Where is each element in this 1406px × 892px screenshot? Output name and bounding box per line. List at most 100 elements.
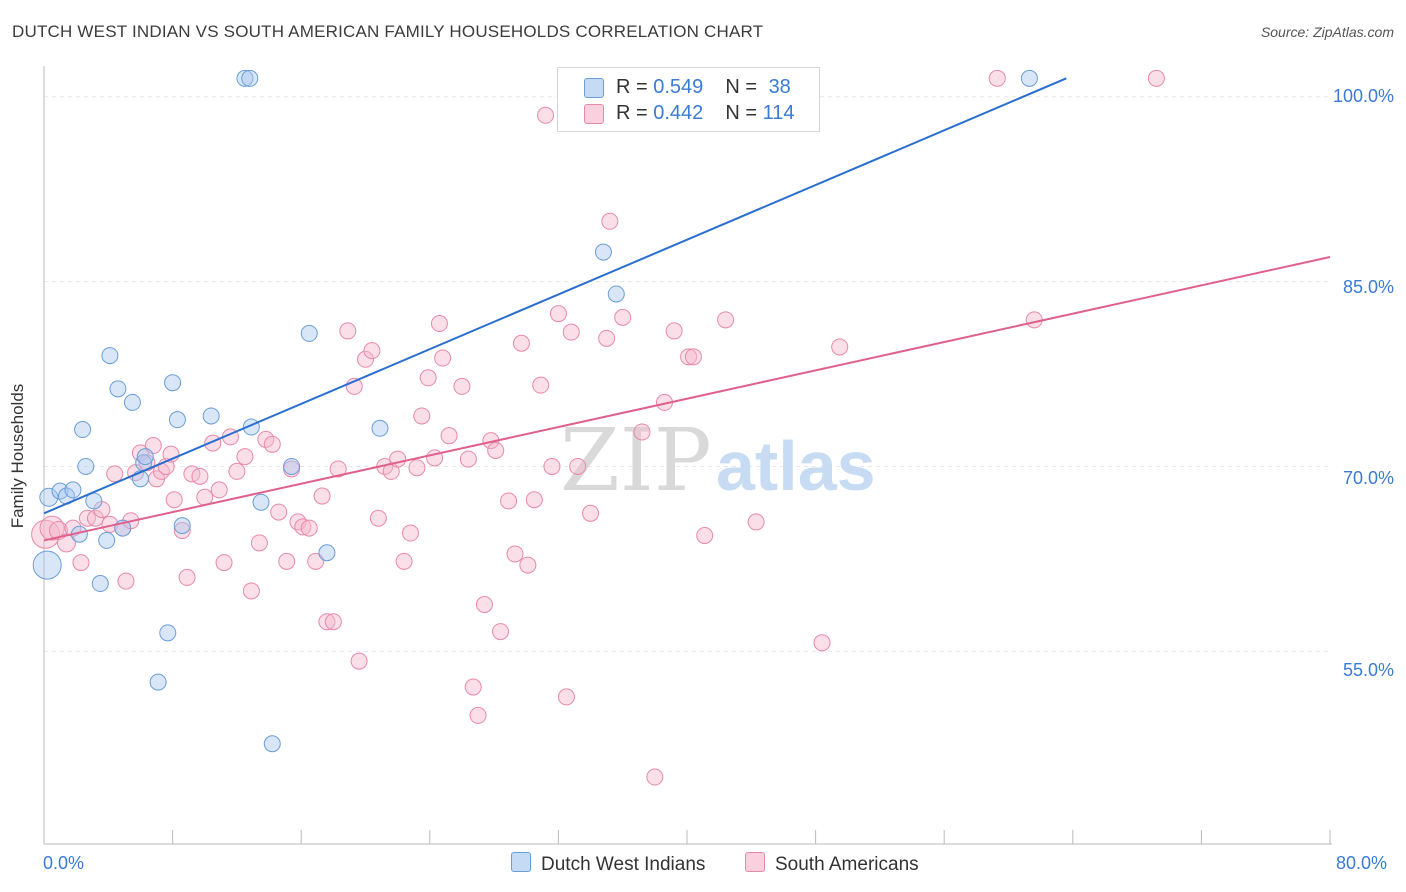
dutch-west-indians-point — [168, 411, 186, 429]
south-americans-point — [329, 460, 347, 478]
south-americans-point — [369, 509, 387, 527]
south-americans-point — [633, 423, 651, 441]
dutch-west-indians-point — [123, 393, 141, 411]
dutch-west-indians-point — [74, 421, 92, 439]
dutch-west-indians-point — [263, 735, 281, 753]
dutch-west-indians-point — [318, 544, 336, 562]
dutch-west-indians-point — [39, 487, 59, 507]
legend-swatch-blue — [584, 78, 604, 98]
dutch-west-indians-point — [32, 550, 62, 580]
south-americans-point — [236, 448, 254, 466]
y-axis-label: Family Households — [8, 383, 27, 529]
south-americans-point — [413, 407, 431, 425]
south-americans-point — [813, 634, 831, 652]
dutch-west-indians-point — [164, 374, 182, 392]
south-americans-point — [549, 305, 567, 323]
south-americans-point — [512, 334, 530, 352]
south-americans-point — [557, 688, 575, 706]
south-americans-trend-line — [43, 256, 1331, 542]
south-americans-point — [469, 706, 487, 724]
legend-item-south-americans: South Americans — [745, 852, 919, 876]
south-americans-point — [402, 524, 420, 542]
south-americans-point — [318, 613, 336, 631]
dutch-west-indians-point — [64, 481, 82, 499]
dutch-west-indians-point — [159, 624, 177, 642]
dutch-west-indians-point — [300, 324, 318, 342]
legend-item-dutch-west-indians: Dutch West Indians — [511, 852, 705, 876]
south-americans-point — [39, 515, 65, 541]
south-americans-point — [492, 623, 510, 641]
south-americans-points — [31, 69, 1165, 786]
south-americans-point — [665, 322, 683, 340]
y-tick-label: 85.0% — [1342, 277, 1394, 297]
south-americans-point — [350, 652, 368, 670]
south-americans-point — [487, 441, 505, 459]
dutch-west-indians-point — [252, 493, 270, 511]
south-americans-point — [475, 595, 493, 613]
south-americans-point — [324, 613, 342, 631]
chart-title: DUTCH WEST INDIAN VS SOUTH AMERICAN FAMI… — [12, 22, 764, 41]
dutch-west-indians-point — [607, 285, 625, 303]
south-americans-point — [646, 768, 664, 786]
south-americans-point — [215, 554, 233, 572]
legend-r-label: R = — [616, 102, 654, 124]
legend-n-value: 114 — [762, 102, 795, 124]
south-americans-point — [569, 457, 587, 475]
south-americans-point — [307, 552, 325, 570]
dutch-west-indians-point — [109, 380, 127, 398]
south-americans-point — [696, 526, 714, 544]
south-americans-point — [86, 509, 104, 527]
south-americans-point — [717, 311, 735, 329]
south-americans-point — [598, 329, 616, 347]
south-americans-point — [525, 491, 543, 509]
south-americans-point — [250, 534, 268, 552]
legend-swatch-pink — [745, 852, 765, 872]
south-americans-point — [434, 349, 452, 367]
south-americans-point — [270, 503, 288, 521]
dutch-west-indians-point — [236, 69, 254, 87]
south-americans-point — [278, 552, 296, 570]
south-americans-point — [357, 350, 374, 368]
south-americans-point — [242, 582, 260, 600]
south-americans-point — [191, 467, 209, 485]
south-americans-point — [614, 308, 632, 326]
axes — [43, 66, 1332, 845]
south-americans-point — [178, 568, 196, 586]
south-americans-point — [506, 545, 524, 563]
watermark-atlas: atlas — [716, 427, 876, 505]
dutch-west-indians-point — [98, 531, 116, 549]
dutch-west-indians-point — [91, 575, 109, 593]
legend-r-label: R = — [616, 76, 654, 98]
south-americans-point — [562, 323, 580, 341]
dutch-west-indians-trend-line — [43, 77, 1067, 515]
dutch-west-indians-point — [371, 419, 389, 437]
legend-n-label: N = — [725, 76, 763, 98]
south-americans-point — [831, 338, 849, 356]
south-americans-point — [537, 106, 555, 124]
legend-label: Dutch West Indians — [541, 854, 706, 875]
source-label: Source: ZipAtlas.com — [1260, 24, 1394, 40]
south-americans-point — [1025, 311, 1043, 329]
south-americans-point — [57, 533, 77, 553]
legend-swatch-blue — [511, 852, 531, 872]
dutch-west-indians-point — [77, 457, 95, 475]
gridlines — [44, 96, 1330, 652]
south-americans-point — [64, 519, 82, 537]
south-americans-point — [430, 315, 448, 333]
south-americans-point — [582, 504, 600, 522]
south-americans-point — [408, 459, 426, 477]
south-americans-point — [363, 342, 381, 360]
south-americans-point — [72, 554, 90, 572]
south-americans-point — [31, 519, 61, 549]
south-americans-point — [395, 552, 413, 570]
dutch-west-indians-point — [241, 69, 259, 87]
south-americans-point — [464, 678, 482, 696]
south-americans-point — [532, 376, 550, 394]
south-americans-point — [684, 348, 702, 366]
south-americans-point — [419, 369, 437, 387]
legend-r-value: 0.549 — [653, 76, 704, 98]
south-americans-point — [519, 556, 537, 574]
y-tick-label: 55.0% — [1342, 660, 1394, 680]
south-americans-point — [173, 522, 191, 540]
dutch-west-indians-point — [202, 407, 220, 425]
